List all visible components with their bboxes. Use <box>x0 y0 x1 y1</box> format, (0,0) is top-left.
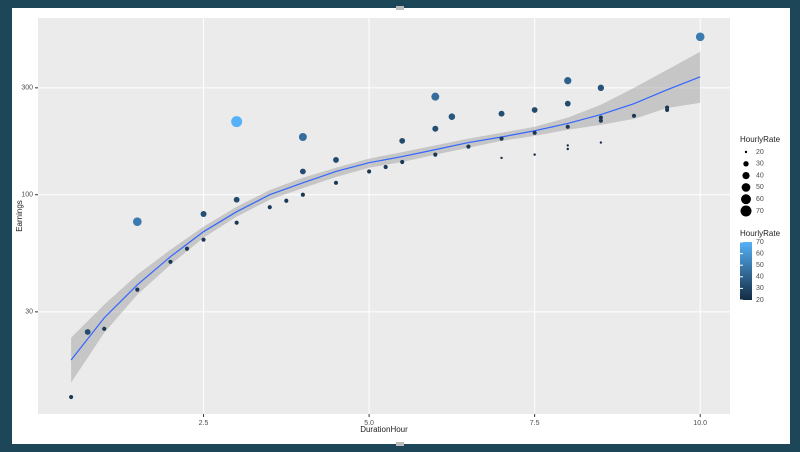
point <box>267 205 272 210</box>
x-tick-label: 10.0 <box>693 420 707 427</box>
size-legend-key <box>743 161 749 167</box>
point <box>564 77 572 85</box>
point <box>299 168 306 175</box>
point <box>499 136 504 141</box>
color-legend-label: 20 <box>756 297 764 304</box>
size-legend-key <box>740 205 752 217</box>
size-legend-key <box>741 194 751 205</box>
point <box>500 156 503 160</box>
point <box>168 259 173 264</box>
band-layer <box>70 51 701 383</box>
size-legend-label: 40 <box>756 172 764 179</box>
size-legend-key <box>741 183 751 192</box>
handle <box>396 6 404 10</box>
size-legend-label: 20 <box>756 149 764 156</box>
y-tick-label: 300 <box>21 85 33 92</box>
point <box>284 198 289 203</box>
point <box>231 116 243 128</box>
y-axis-title: Earnings <box>15 200 24 232</box>
point <box>102 326 107 331</box>
point <box>466 144 471 149</box>
point <box>631 113 637 118</box>
color-legend-label: 40 <box>756 274 764 281</box>
point <box>695 32 705 42</box>
point <box>300 192 305 197</box>
point <box>598 115 603 120</box>
point <box>433 152 438 157</box>
point <box>200 211 207 218</box>
point <box>533 153 536 156</box>
point <box>333 180 339 185</box>
size-legend-label: 60 <box>756 196 764 203</box>
x-tick-label: 5.0 <box>364 420 374 427</box>
point <box>400 159 405 165</box>
point <box>597 84 605 92</box>
point <box>184 246 190 251</box>
grid <box>38 18 730 414</box>
point <box>448 113 456 120</box>
points <box>69 32 705 400</box>
color-legend-label: 70 <box>756 239 764 246</box>
size-legend-label: 30 <box>756 161 764 168</box>
y-tick-label: 30 <box>25 309 33 316</box>
point <box>531 107 538 113</box>
point <box>234 220 239 225</box>
point <box>367 169 372 174</box>
x-axis-title: DurationHour <box>360 425 408 434</box>
color-legend-label: 60 <box>756 250 764 257</box>
point <box>298 133 307 141</box>
size-legend-key <box>744 150 748 154</box>
point <box>431 92 440 101</box>
point <box>69 394 74 400</box>
point <box>565 124 570 129</box>
size-legend-label: 70 <box>756 208 764 215</box>
point <box>498 110 505 117</box>
size-legend-label: 50 <box>756 184 764 191</box>
point <box>383 164 388 170</box>
point <box>333 157 339 163</box>
point <box>133 217 142 227</box>
smooth-line <box>70 76 701 361</box>
y-tick-label: 100 <box>21 192 33 199</box>
size-legend-key <box>742 171 750 180</box>
color-legend-label: 50 <box>756 262 764 269</box>
point <box>564 100 571 107</box>
point <box>566 147 569 151</box>
point <box>84 329 91 335</box>
point <box>665 107 670 113</box>
color-legend-label: 30 <box>756 285 764 292</box>
point <box>135 287 140 292</box>
point <box>201 237 206 242</box>
handle <box>396 442 404 446</box>
size-legend-title: HourlyRate <box>740 135 781 144</box>
point <box>399 137 406 144</box>
point <box>233 196 240 203</box>
colorbar <box>740 242 752 300</box>
point <box>598 118 603 123</box>
x-tick-label: 2.5 <box>199 420 209 427</box>
point <box>532 130 537 135</box>
x-tick-label: 7.5 <box>530 420 540 427</box>
plot-panel <box>38 18 730 414</box>
point <box>599 141 603 144</box>
color-legend-title: HourlyRate <box>740 229 781 238</box>
point <box>432 125 439 132</box>
point <box>566 144 569 147</box>
